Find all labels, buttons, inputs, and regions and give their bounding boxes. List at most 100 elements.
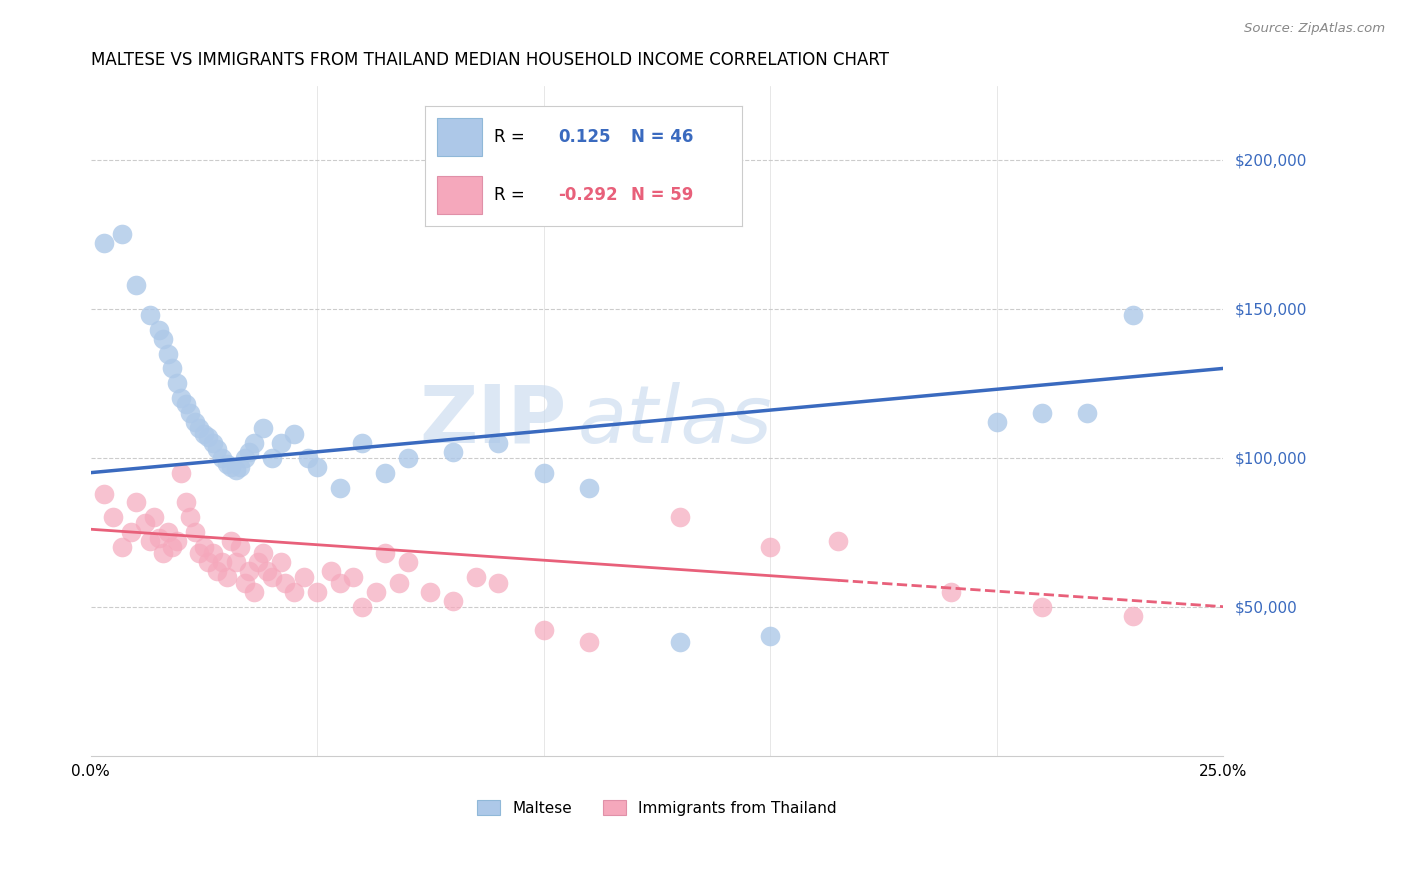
Point [441, 445, 464, 459]
Point [197, 430, 219, 444]
Point [103, 510, 125, 524]
Point [211, 555, 233, 569]
Point [374, 546, 396, 560]
Text: ZIP: ZIP [419, 382, 567, 459]
Point [247, 555, 270, 569]
Text: atlas: atlas [578, 382, 772, 459]
Point [260, 570, 283, 584]
Point [283, 426, 305, 441]
Point [986, 415, 1008, 429]
Point [193, 540, 215, 554]
Point [533, 466, 555, 480]
Point [238, 564, 260, 578]
Point [138, 534, 160, 549]
Point [292, 570, 315, 584]
Point [242, 584, 264, 599]
Point [111, 540, 134, 554]
Point [297, 450, 319, 465]
Point [1122, 608, 1144, 623]
Point [260, 450, 283, 465]
Point [193, 426, 215, 441]
Point [396, 450, 419, 465]
Point [125, 495, 148, 509]
Point [252, 546, 274, 560]
Point [329, 481, 352, 495]
Point [352, 599, 374, 614]
Point [125, 278, 148, 293]
Point [201, 546, 224, 560]
Point [215, 457, 238, 471]
Point [179, 406, 201, 420]
Point [374, 466, 396, 480]
Point [270, 435, 292, 450]
Point [229, 540, 252, 554]
Point [319, 564, 342, 578]
Point [1122, 308, 1144, 322]
Point [179, 510, 201, 524]
Point [138, 308, 160, 322]
Point [219, 459, 242, 474]
Point [419, 584, 441, 599]
Point [486, 575, 509, 590]
Point [225, 463, 247, 477]
Point [111, 227, 134, 242]
Point [464, 570, 486, 584]
Point [170, 391, 193, 405]
Point [174, 397, 197, 411]
Point [759, 540, 782, 554]
Point [188, 421, 211, 435]
Point [207, 564, 229, 578]
Point [184, 525, 207, 540]
Point [197, 555, 219, 569]
Point [256, 564, 278, 578]
Point [120, 525, 142, 540]
Point [188, 546, 211, 560]
Point [238, 445, 260, 459]
Point [211, 450, 233, 465]
Point [160, 540, 183, 554]
Point [1031, 406, 1053, 420]
Point [148, 323, 170, 337]
Point [274, 575, 297, 590]
Point [233, 450, 256, 465]
Point [229, 459, 252, 474]
Point [668, 635, 690, 649]
Text: Source: ZipAtlas.com: Source: ZipAtlas.com [1244, 22, 1385, 36]
Point [578, 481, 600, 495]
Point [225, 555, 247, 569]
Point [219, 534, 242, 549]
Point [759, 630, 782, 644]
Legend: Maltese, Immigrants from Thailand: Maltese, Immigrants from Thailand [471, 793, 842, 822]
Text: MALTESE VS IMMIGRANTS FROM THAILAND MEDIAN HOUSEHOLD INCOME CORRELATION CHART: MALTESE VS IMMIGRANTS FROM THAILAND MEDI… [90, 51, 889, 69]
Point [1076, 406, 1098, 420]
Point [307, 459, 329, 474]
Point [156, 346, 179, 360]
Point [233, 575, 256, 590]
Point [668, 510, 690, 524]
Point [156, 525, 179, 540]
Point [166, 376, 188, 391]
Point [941, 584, 963, 599]
Point [148, 531, 170, 545]
Point [342, 570, 364, 584]
Point [152, 546, 174, 560]
Point [93, 236, 115, 251]
Point [533, 624, 555, 638]
Point [215, 570, 238, 584]
Point [134, 516, 156, 531]
Point [283, 584, 305, 599]
Point [166, 534, 188, 549]
Point [396, 555, 419, 569]
Point [270, 555, 292, 569]
Point [170, 466, 193, 480]
Point [307, 584, 329, 599]
Point [388, 575, 411, 590]
Point [252, 421, 274, 435]
Point [578, 635, 600, 649]
Point [201, 435, 224, 450]
Point [152, 332, 174, 346]
Point [242, 435, 264, 450]
Point [364, 584, 387, 599]
Point [93, 486, 115, 500]
Point [441, 593, 464, 607]
